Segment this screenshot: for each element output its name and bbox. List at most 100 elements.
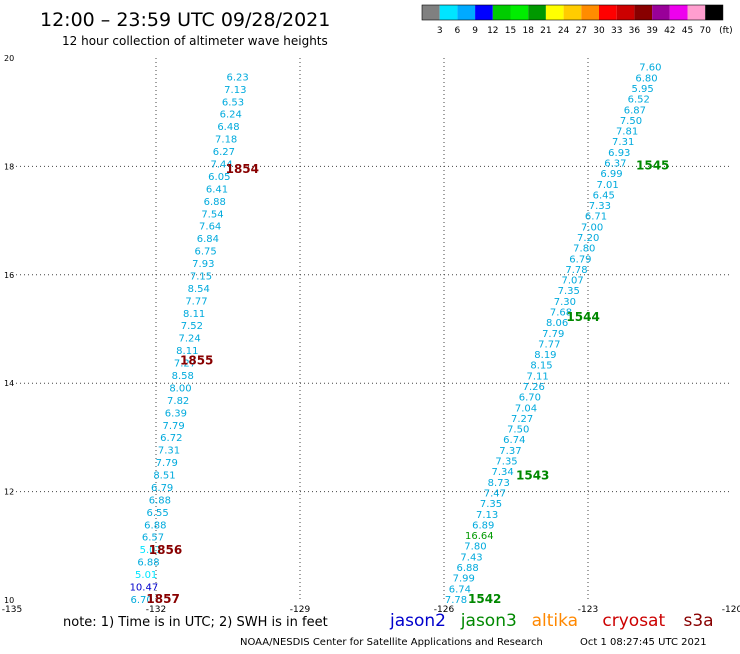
scale-swatch [510,5,529,20]
satellite-legend-s3a: s3a [684,611,714,631]
wave-height-value: 7.35 [558,286,580,297]
wave-height-value: 6.79 [569,254,591,265]
time-labels: 1854 1855 1856 1857 1545 1544 1543 1542 [146,158,669,606]
chart-title: 12:00 – 23:59 UTC 09/28/2021 [40,9,330,31]
scale-swatch [652,5,670,20]
wave-height-value: 6.41 [206,184,228,195]
wave-height-value: 7.68 [550,308,572,319]
wave-height-value: 6.72 [160,433,182,444]
wave-height-value: 6.70 [130,595,152,606]
wave-height-value: 6.89 [472,520,494,531]
wave-height-value: 6.87 [624,105,646,116]
scale-swatch [422,5,440,20]
wave-height-value: 7.35 [495,457,517,468]
wave-height-value: 8.11 [183,309,205,320]
scale-swatch [528,5,546,20]
wave-height-value: 6.39 [165,408,187,419]
wave-height-value: 7.81 [616,127,638,138]
satellite-legend-altika: altika [532,611,579,631]
time-label: 1857 [146,592,179,606]
wave-height-value: 6.70 [519,393,541,404]
wave-height-value: 7.33 [589,201,611,212]
satellite-legend: jason2 jason3 altika cryosat s3a [389,611,714,631]
wave-height-value: 5.95 [631,84,653,95]
scale-tick-label: 45 [682,26,693,36]
wave-height-value: 7.79 [156,458,178,469]
wave-height-value: 7.43 [460,552,482,563]
wave-height-value: 7.34 [492,467,514,478]
wave-height-value: 8.73 [488,478,510,489]
wave-height-value: 7.00 [581,222,603,233]
scale-swatch [634,5,653,20]
scale-tick-label: 6 [455,26,461,36]
wave-height-value: 7.50 [507,425,529,436]
x-tick-label: -123 [578,605,598,615]
x-tick-label: -132 [146,605,166,615]
wave-height-value: 7.79 [162,421,184,432]
wave-height-value: 7.64 [199,222,221,233]
scale-tick-label: 12 [487,26,498,36]
footer-note: note: 1) Time is in UTC; 2) SWH is in fe… [63,615,328,630]
time-label: 1545 [636,158,669,172]
wave-height-value: 7.82 [167,396,189,407]
scale-swatch [581,5,599,20]
wave-height-value: 6.48 [217,122,239,133]
wave-height-value: 6.79 [151,483,173,494]
wave-height-value: 8.58 [172,371,194,382]
time-label: 1542 [468,592,501,606]
wave-height-value: 8.11 [176,346,198,357]
footer-timestamp: Oct 1 08:27:45 UTC 2021 [580,637,707,648]
wave-height-value: 7.26 [523,382,545,393]
scale-tick-label: 33 [611,26,622,36]
scale-swatch [545,5,564,20]
wave-height-value: 7.04 [515,403,537,414]
wave-height-value: 7.60 [639,63,661,74]
satellite-legend-jason2: jason2 [389,611,446,631]
wave-height-value: 6.88 [149,495,171,506]
scale-tick-label: 36 [629,26,641,36]
time-label: 1855 [180,353,213,367]
scale-swatch [492,5,511,20]
wave-height-value: 7.79 [542,329,564,340]
scale-swatch [616,5,635,20]
scale-swatch [599,5,617,20]
wave-height-value: 8.00 [169,383,191,394]
wave-height-value: 6.71 [585,212,607,223]
wave-height-value: 7.50 [620,116,642,127]
wave-height-value: 6.53 [222,97,244,108]
wave-height-value: 7.80 [464,542,486,553]
time-label: 1544 [566,310,599,324]
wave-height-value: 6.45 [593,190,615,201]
wave-height-value: 7.52 [181,321,203,332]
scale-swatch [439,5,458,20]
scale-border [421,4,724,21]
x-tick-label: -129 [290,605,311,615]
wave-height-value: 8.19 [534,350,556,361]
y-tick-label: 10 [4,596,14,605]
wave-height-value: 7.27 [174,359,196,370]
wave-height-value: 6.99 [600,169,622,180]
grid-lines [12,58,732,600]
wave-height-value: 7.54 [201,209,223,220]
scale-swatch [457,5,476,20]
x-tick-label: -126 [434,605,455,615]
scale-tick-label: 21 [540,26,551,36]
wave-height-value: 6.37 [604,158,626,169]
wave-height-value: 7.18 [215,135,237,146]
wave-height-value: 6.84 [197,234,219,245]
wave-height-value: 7.77 [538,339,560,350]
wave-height-value: 6.05 [208,172,230,183]
scale-tick-label: 18 [522,26,534,36]
wave-height-value: 7.44 [210,160,232,171]
wave-height-value: 6.23 [226,72,248,83]
wave-height-value: 6.88 [204,197,226,208]
y-tick-label: 16 [4,271,14,280]
wave-height-value: 7.80 [573,244,595,255]
satellite-legend-cryosat: cryosat [602,611,665,631]
wave-height-value: 7.13 [224,85,246,96]
wave-height-value: 7.13 [476,510,498,521]
wave-height-value: 5.01 [135,570,157,581]
wave-height-value: 7.30 [554,297,576,308]
wave-height-value: 6.24 [220,110,242,121]
